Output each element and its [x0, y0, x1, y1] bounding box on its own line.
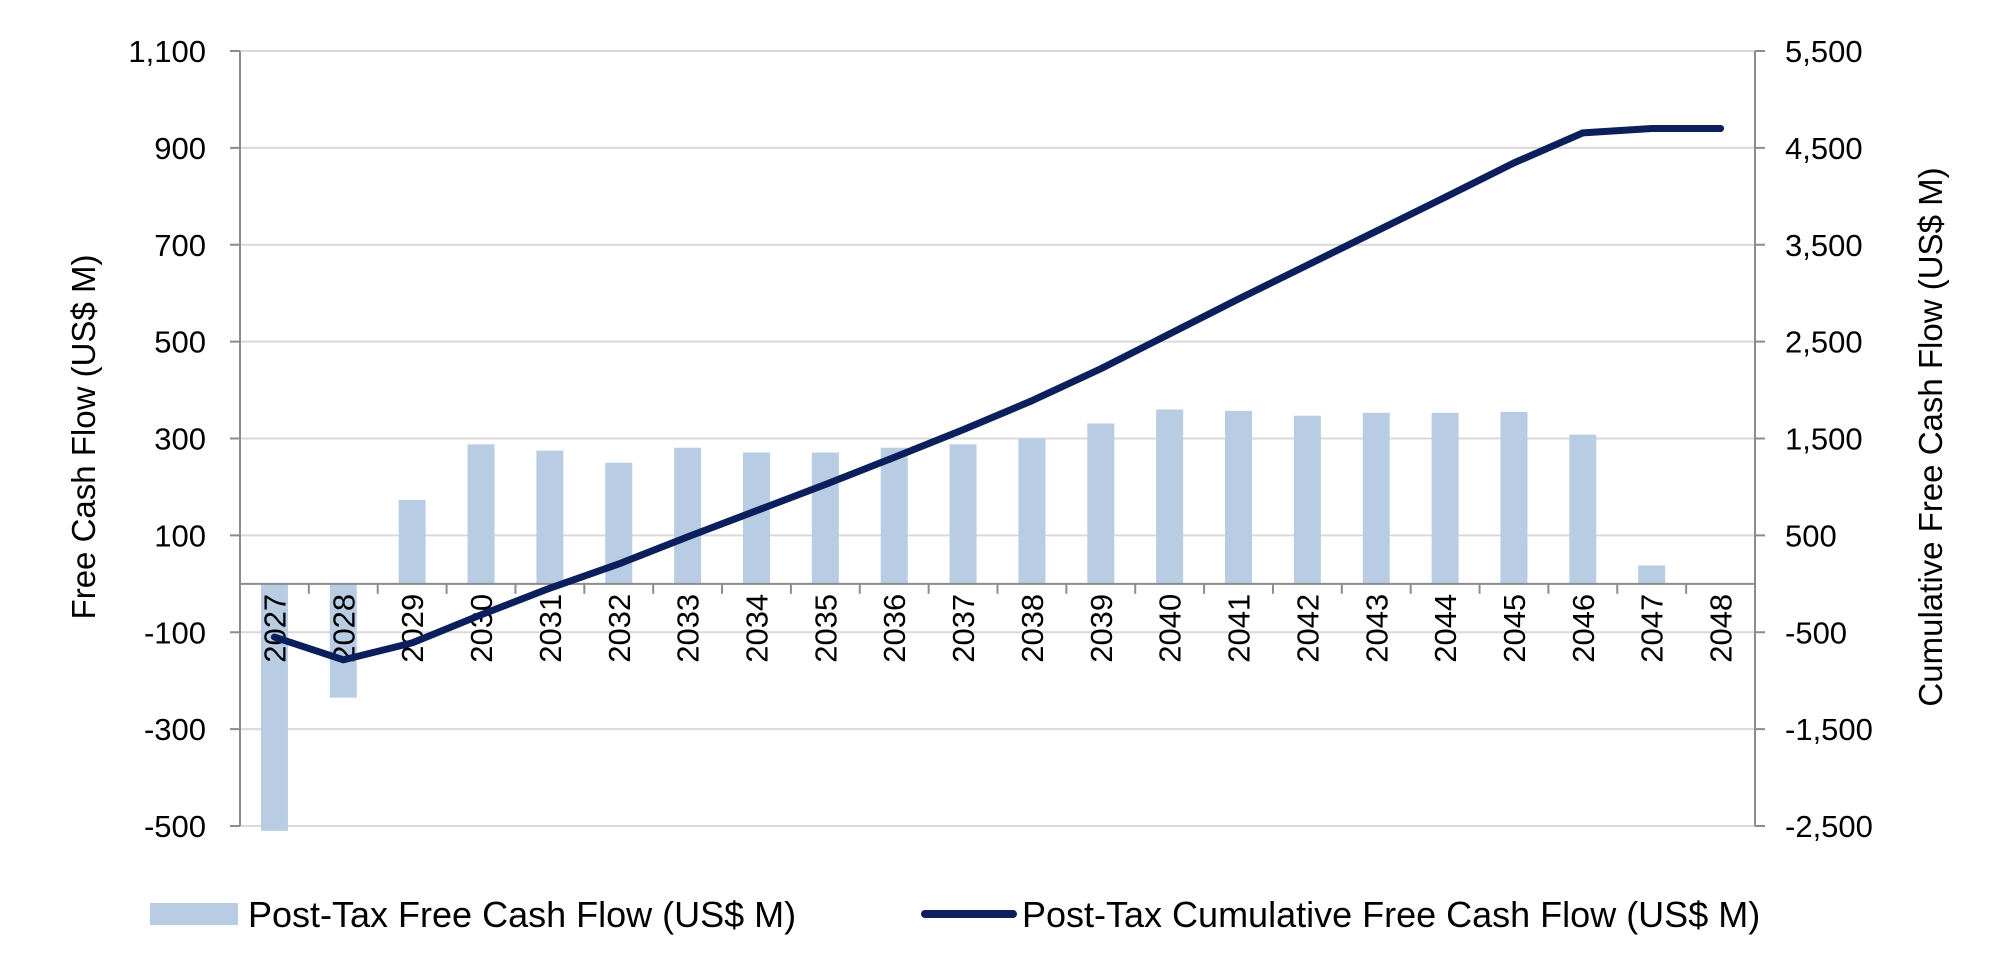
- bar-series: [260, 409, 1666, 831]
- category-labels: 2027 2028 2029 2030 2031 2032 2033 2034 2035 2036…: [257, 594, 1738, 663]
- bar: [1569, 434, 1597, 584]
- left-tick-label: 100: [154, 518, 206, 553]
- bar: [1362, 412, 1390, 584]
- bar: [949, 444, 977, 584]
- bar: [1293, 415, 1321, 584]
- legend: Post-Tax Free Cash Flow (US$ M) Post-Tax…: [150, 894, 1760, 935]
- category-label: 2037: [946, 594, 981, 663]
- left-tick-label: 500: [154, 325, 206, 360]
- gridlines: [239, 50, 1756, 827]
- cumulative-line: [270, 125, 1725, 664]
- left-tick-label: -500: [144, 809, 206, 844]
- bar: [880, 447, 908, 584]
- category-label: 2048: [1704, 594, 1739, 663]
- left-tick-label: -100: [144, 615, 206, 650]
- category-label: 2045: [1497, 594, 1532, 663]
- category-label: 2038: [1015, 594, 1050, 663]
- right-tick-label: 2,500: [1785, 325, 1863, 360]
- legend-label-bar: Post-Tax Free Cash Flow (US$ M): [248, 894, 796, 935]
- right-tick-label: 500: [1785, 518, 1837, 553]
- category-label: 2040: [1153, 594, 1188, 663]
- left-tick-label: 700: [154, 228, 206, 263]
- left-tick-label: 900: [154, 131, 206, 166]
- bar: [398, 500, 426, 584]
- category-axis: [239, 582, 1756, 594]
- right-axis-title: Cumulative Free Cash Flow (US$ M): [1912, 167, 1949, 706]
- bar: [1018, 438, 1046, 584]
- right-tick-label: 5,500: [1785, 34, 1863, 69]
- category-label: 2032: [602, 594, 637, 663]
- category-label: 2047: [1635, 594, 1670, 663]
- category-label: 2046: [1566, 594, 1601, 663]
- category-label: 2041: [1222, 594, 1257, 663]
- right-axis-ticks: -2,500 -1,500 -500 500 1,500 2,500 3,500 4,500 5…: [1755, 34, 1873, 844]
- bar: [811, 452, 839, 584]
- bar: [1087, 423, 1115, 584]
- right-tick-label: 4,500: [1785, 131, 1863, 166]
- category-label: 2044: [1428, 594, 1463, 663]
- category-label: 2035: [808, 594, 843, 663]
- line-series: [270, 125, 1725, 664]
- left-axis-title: Free Cash Flow (US$ M): [65, 255, 102, 620]
- bar: [1431, 412, 1459, 584]
- right-tick-label: -1,500: [1785, 712, 1873, 747]
- bar: [742, 452, 770, 584]
- category-label: 2031: [533, 594, 568, 663]
- right-tick-label: -500: [1785, 615, 1847, 650]
- bar: [329, 583, 357, 698]
- legend-label-line: Post-Tax Cumulative Free Cash Flow (US$ …: [1022, 894, 1760, 935]
- right-tick-label: -2,500: [1785, 809, 1873, 844]
- bar: [674, 447, 702, 584]
- category-label: 2042: [1290, 594, 1325, 663]
- left-tick-label: 300: [154, 422, 206, 457]
- category-label: 2027: [257, 594, 292, 663]
- bar: [467, 444, 495, 584]
- legend-swatch-bar: [150, 903, 238, 925]
- right-tick-label: 3,500: [1785, 228, 1863, 263]
- bar: [1638, 565, 1666, 584]
- bar: [536, 450, 564, 584]
- category-label: 2029: [395, 594, 430, 663]
- bar: [1156, 409, 1184, 584]
- category-label: 2034: [739, 594, 774, 663]
- left-tick-label: 1,100: [128, 34, 206, 69]
- left-tick-label: -300: [144, 712, 206, 747]
- category-label: 2030: [464, 594, 499, 663]
- left-axis-ticks: -500 -300 -100 100 300 500 700 900 1,100: [128, 34, 240, 844]
- category-label: 2043: [1359, 594, 1394, 663]
- category-label: 2033: [671, 594, 706, 663]
- right-tick-label: 1,500: [1785, 422, 1863, 457]
- category-label: 2028: [326, 594, 361, 663]
- category-label: 2039: [1084, 594, 1119, 663]
- category-label: 2036: [877, 594, 912, 663]
- bar: [1225, 410, 1253, 584]
- bar: [260, 583, 288, 831]
- bar: [1500, 411, 1528, 584]
